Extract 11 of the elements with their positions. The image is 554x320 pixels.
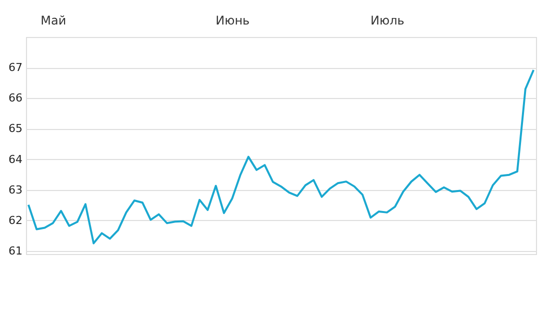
line-series — [27, 69, 535, 244]
y-tick-label: 61 — [8, 244, 22, 258]
y-tick-label: 63 — [8, 183, 22, 196]
x-tick-label: Май — [40, 14, 66, 28]
y-tick-label: 64 — [8, 152, 22, 166]
x-tick-label: Июнь — [216, 14, 250, 28]
y-tick-label: 62 — [8, 214, 22, 227]
y-tick-label: 66 — [8, 92, 22, 105]
x-tick-label: Июль — [370, 14, 404, 28]
y-tick-label: 67 — [8, 61, 22, 74]
y-tick-label: 65 — [8, 122, 22, 136]
